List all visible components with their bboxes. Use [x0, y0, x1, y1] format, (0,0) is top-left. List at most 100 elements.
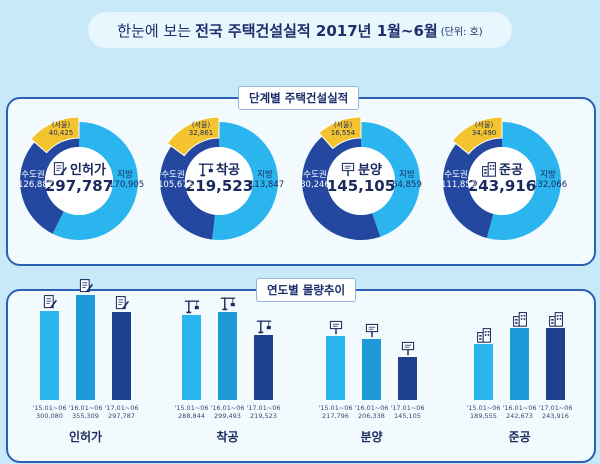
bar-value-label: 297,787 [108, 412, 135, 420]
sale-house-icon [401, 342, 415, 356]
sale-house-icon [341, 162, 355, 176]
seoul-label: (서울) [51, 121, 71, 129]
permit-document-icon [79, 279, 94, 293]
donut-name: 착공 [216, 163, 240, 178]
metro-label: 수도권 [303, 170, 327, 180]
trend-bar [218, 311, 237, 400]
trend-bar [40, 311, 59, 400]
stage-results-label: 단계별 주택건설실적 [238, 86, 360, 110]
bar-group-name: 분양 [360, 430, 383, 444]
local-value: 170,905 [109, 180, 145, 190]
donut-slice-seoul [451, 116, 503, 155]
crane-icon [220, 297, 236, 310]
sale-house-icon [329, 320, 343, 334]
trend-bar [474, 344, 493, 400]
metro-label: 수도권 [21, 170, 45, 180]
bar-value-label: 355,309 [72, 412, 99, 420]
donut-slice-local [486, 122, 562, 240]
bar-value-label: 189,555 [470, 412, 497, 420]
bar-period-label: '15.01~06 [318, 404, 353, 412]
seoul-value: 32,861 [188, 129, 214, 137]
bar-period-label: '17.01~06 [538, 404, 573, 412]
permit-document-icon [53, 161, 68, 175]
donut-slice-metro [302, 122, 381, 240]
donut-slice-metro [443, 122, 502, 239]
local-label: 지방 [117, 170, 133, 180]
metro-label: 수도권 [161, 170, 185, 180]
seoul-label: (서울) [474, 121, 494, 129]
bar-value-label: 217,796 [322, 412, 349, 420]
trend-bar [362, 339, 381, 400]
trend-bar [326, 335, 345, 400]
donut-slice-seoul [166, 116, 220, 157]
donut-total: 297,787 [44, 177, 114, 195]
building-icon [513, 312, 527, 328]
donut-name: 준공 [499, 163, 523, 178]
crane-icon [184, 300, 200, 313]
donut-center-name: 분양 [325, 159, 397, 178]
metro-value: 111,850 [441, 180, 477, 190]
trend-bar [76, 295, 95, 400]
seoul-label: (서울) [191, 121, 211, 129]
bar-period-label: '17.01~06 [246, 404, 281, 412]
seoul-value: 40,425 [48, 129, 74, 137]
permit-document-icon [115, 296, 130, 310]
donut-slice-seoul [318, 116, 362, 150]
bar-value-label: 288,844 [178, 412, 205, 420]
metro-value: 126,882 [18, 180, 54, 190]
bar-value-label: 242,673 [506, 412, 533, 420]
donut-center-name: 준공 [466, 159, 538, 178]
title-main: 전국 주택건설실적 2017년 1월~6월 [195, 21, 438, 40]
bar-value-label: 145,105 [394, 412, 421, 420]
building-icon [549, 312, 563, 327]
metro-value: 80,246 [300, 180, 330, 190]
donut-slice-local [361, 122, 421, 237]
bar-period-label: '15.01~06 [32, 404, 67, 412]
building-icon [482, 161, 496, 177]
bar-group-name: 준공 [508, 430, 531, 444]
bar-group-name: 착공 [216, 430, 239, 444]
bar-period-label: '16.01~06 [502, 404, 537, 412]
donut-slice-metro [20, 122, 80, 234]
yearly-trend-label: 연도별 물량추이 [256, 278, 357, 302]
seoul-value: 16,554 [330, 129, 356, 137]
bar-period-label: '15.01~06 [466, 404, 501, 412]
bar-value-label: 299,493 [214, 412, 241, 420]
permit-document-icon [43, 295, 58, 309]
title-prefix: 한눈에 보는 [117, 21, 192, 40]
donut-total: 145,105 [326, 177, 396, 195]
trend-bar [182, 314, 201, 400]
bar-group-name: 인허가 [68, 430, 103, 444]
trend-bar [510, 328, 529, 400]
bar-value-label: 219,523 [250, 412, 277, 420]
metro-label: 수도권 [444, 170, 468, 180]
donut-total: 243,916 [467, 177, 537, 195]
trend-bar [254, 335, 273, 400]
donut-name: 분양 [358, 163, 382, 178]
local-label: 지방 [399, 170, 415, 180]
donut-center-name: 착공 [183, 159, 255, 178]
bar-period-label: '17.01~06 [390, 404, 425, 412]
seoul-value: 34,490 [471, 129, 497, 137]
local-value: 113,847 [249, 180, 285, 190]
trend-bar [112, 312, 131, 400]
bar-value-label: 206,338 [358, 412, 385, 420]
donut-total: 219,523 [184, 177, 254, 195]
bar-period-label: '17.01~06 [104, 404, 139, 412]
building-icon [477, 328, 491, 343]
local-label: 지방 [257, 170, 273, 180]
donut-name: 인허가 [70, 163, 106, 178]
local-value: 64,859 [392, 180, 422, 190]
seoul-label: (서울) [333, 121, 353, 129]
trend-bar [546, 328, 565, 400]
crane-icon [256, 320, 272, 334]
title-unit: (단위: 호) [440, 26, 483, 38]
donut-center-name: 인허가 [43, 159, 115, 178]
crane-icon [198, 162, 214, 176]
donut-slice-seoul [30, 116, 80, 154]
donut-hole [468, 147, 536, 215]
